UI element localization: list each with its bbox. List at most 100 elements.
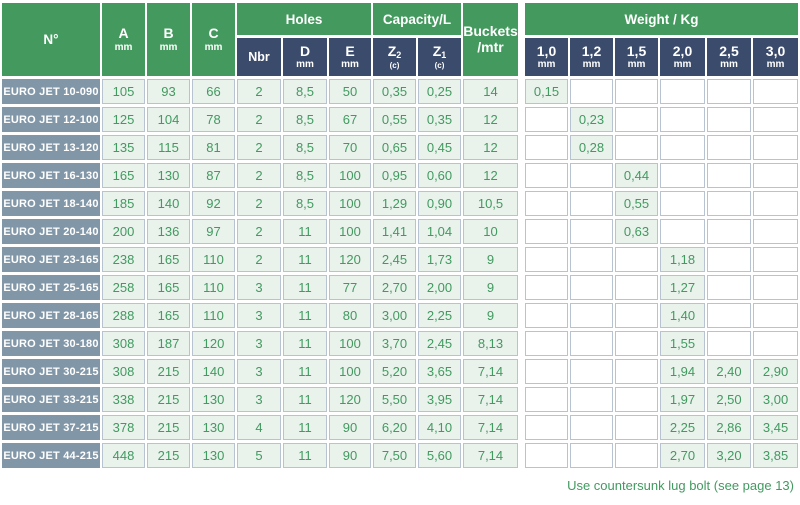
- cell-weight-3: [660, 135, 705, 160]
- header-b: B mm: [147, 3, 190, 76]
- cell-buckets: 9: [463, 275, 518, 300]
- cell-weight-5: [753, 275, 799, 300]
- row-label: EURO JET 18-140: [2, 191, 100, 216]
- cell-weight-5: [753, 331, 799, 356]
- cell-c: 130: [192, 443, 235, 468]
- cell-weight-4: [707, 135, 751, 160]
- cell-b: 130: [147, 163, 190, 188]
- cell-c: 130: [192, 415, 235, 440]
- cell-z1: 5,60: [418, 443, 461, 468]
- cell-e: 100: [329, 219, 371, 244]
- cell-weight-2: [615, 387, 658, 412]
- cell-weight-4: [707, 191, 751, 216]
- header-c-unit: mm: [204, 41, 223, 53]
- cell-b: 93: [147, 79, 190, 104]
- cell-weight-1: [570, 387, 613, 412]
- cell-z2: 0,95: [373, 163, 416, 188]
- cell-e: 100: [329, 163, 371, 188]
- cell-nbr: 2: [237, 107, 281, 132]
- cell-d: 8,5: [283, 135, 327, 160]
- cell-weight-5: 3,45: [753, 415, 799, 440]
- cell-d: 11: [283, 387, 327, 412]
- cell-a: 165: [102, 163, 145, 188]
- table-row: EURO JET 37-215 378 215 130 4 11 90 6,20 4,10 7,1…: [2, 415, 799, 440]
- cell-z2: 1,29: [373, 191, 416, 216]
- row-label: EURO JET 10-090: [2, 79, 100, 104]
- cell-z1: 3,65: [418, 359, 461, 384]
- cell-a: 378: [102, 415, 145, 440]
- cell-z1: 2,00: [418, 275, 461, 300]
- cell-weight-3: 1,55: [660, 331, 705, 356]
- cell-c: 110: [192, 275, 235, 300]
- cell-a: 135: [102, 135, 145, 160]
- row-label: EURO JET 33-215: [2, 387, 100, 412]
- cell-weight-1: [570, 415, 613, 440]
- cell-z2: 0,65: [373, 135, 416, 160]
- cell-e: 80: [329, 303, 371, 328]
- cell-z2: 3,00: [373, 303, 416, 328]
- cell-weight-2: [615, 415, 658, 440]
- cell-d: 11: [283, 331, 327, 356]
- table-header: N° A mm B mm C mm Holes Capacity/L Bucke…: [2, 3, 799, 76]
- cell-weight-1: [570, 331, 613, 356]
- cell-nbr: 2: [237, 163, 281, 188]
- column-gap: [520, 79, 523, 104]
- cell-z2: 5,50: [373, 387, 416, 412]
- cell-weight-3: 1,97: [660, 387, 705, 412]
- cell-a: 308: [102, 359, 145, 384]
- cell-d: 11: [283, 359, 327, 384]
- cell-b: 165: [147, 275, 190, 300]
- cell-z2: 7,50: [373, 443, 416, 468]
- cell-weight-1: [570, 163, 613, 188]
- cell-weight-1: [570, 443, 613, 468]
- cell-nbr: 3: [237, 331, 281, 356]
- cell-z1: 0,35: [418, 107, 461, 132]
- cell-a: 288: [102, 303, 145, 328]
- cell-weight-2: 0,44: [615, 163, 658, 188]
- column-gap: [520, 247, 523, 272]
- table-row: EURO JET 25-165 258 165 110 3 11 77 2,70 2,00 9 1,…: [2, 275, 799, 300]
- cell-e: 100: [329, 191, 371, 216]
- cell-z1: 1,04: [418, 219, 461, 244]
- cell-d: 11: [283, 275, 327, 300]
- header-weight-1-5: 1,5 mm: [615, 38, 658, 76]
- cell-nbr: 4: [237, 415, 281, 440]
- cell-e: 90: [329, 415, 371, 440]
- column-gap: [520, 359, 523, 384]
- header-b-unit: mm: [159, 41, 178, 53]
- cell-nbr: 2: [237, 247, 281, 272]
- cell-weight-5: [753, 107, 799, 132]
- cell-b: 140: [147, 191, 190, 216]
- cell-b: 104: [147, 107, 190, 132]
- table-row: EURO JET 30-215 308 215 140 3 11 100 5,20 3,65 7,…: [2, 359, 799, 384]
- cell-z2: 3,70: [373, 331, 416, 356]
- row-label: EURO JET 12-100: [2, 107, 100, 132]
- cell-z2: 2,45: [373, 247, 416, 272]
- header-nbr: Nbr: [237, 38, 281, 76]
- header-z2-label: Z: [387, 42, 397, 59]
- column-gap: [520, 275, 523, 300]
- cell-weight-0: [525, 219, 568, 244]
- cell-b: 215: [147, 387, 190, 412]
- cell-e: 100: [329, 331, 371, 356]
- cell-weight-0: [525, 107, 568, 132]
- cell-a: 308: [102, 331, 145, 356]
- cell-e: 120: [329, 387, 371, 412]
- cell-weight-2: [615, 443, 658, 468]
- header-z2-unit: (c): [389, 60, 400, 70]
- table-body: EURO JET 10-090 105 93 66 2 8,5 50 0,35 0,25 14 0,…: [2, 79, 799, 468]
- cell-c: 66: [192, 79, 235, 104]
- cell-buckets: 9: [463, 303, 518, 328]
- cell-z1: 1,73: [418, 247, 461, 272]
- spec-table: N° A mm B mm C mm Holes Capacity/L Bucke…: [2, 3, 799, 468]
- header-d: D mm: [283, 38, 327, 76]
- header-a: A mm: [102, 3, 145, 76]
- cell-nbr: 2: [237, 191, 281, 216]
- cell-buckets: 12: [463, 163, 518, 188]
- cell-e: 100: [329, 359, 371, 384]
- cell-weight-5: [753, 135, 799, 160]
- cell-weight-2: [615, 135, 658, 160]
- cell-weight-2: [615, 303, 658, 328]
- row-label: EURO JET 30-215: [2, 359, 100, 384]
- row-label: EURO JET 44-215: [2, 443, 100, 468]
